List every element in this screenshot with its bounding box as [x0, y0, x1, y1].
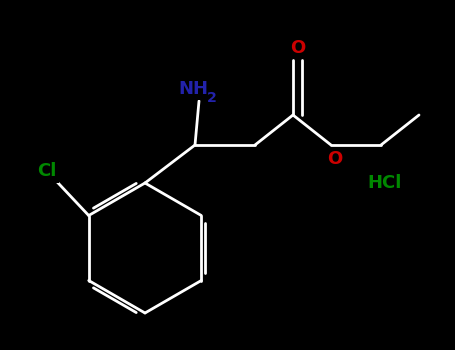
- Text: 2: 2: [207, 91, 217, 105]
- Text: O: O: [290, 39, 306, 57]
- Text: O: O: [328, 150, 343, 168]
- Text: NH: NH: [178, 80, 208, 98]
- Text: Cl: Cl: [37, 162, 56, 181]
- Text: HCl: HCl: [368, 174, 402, 192]
